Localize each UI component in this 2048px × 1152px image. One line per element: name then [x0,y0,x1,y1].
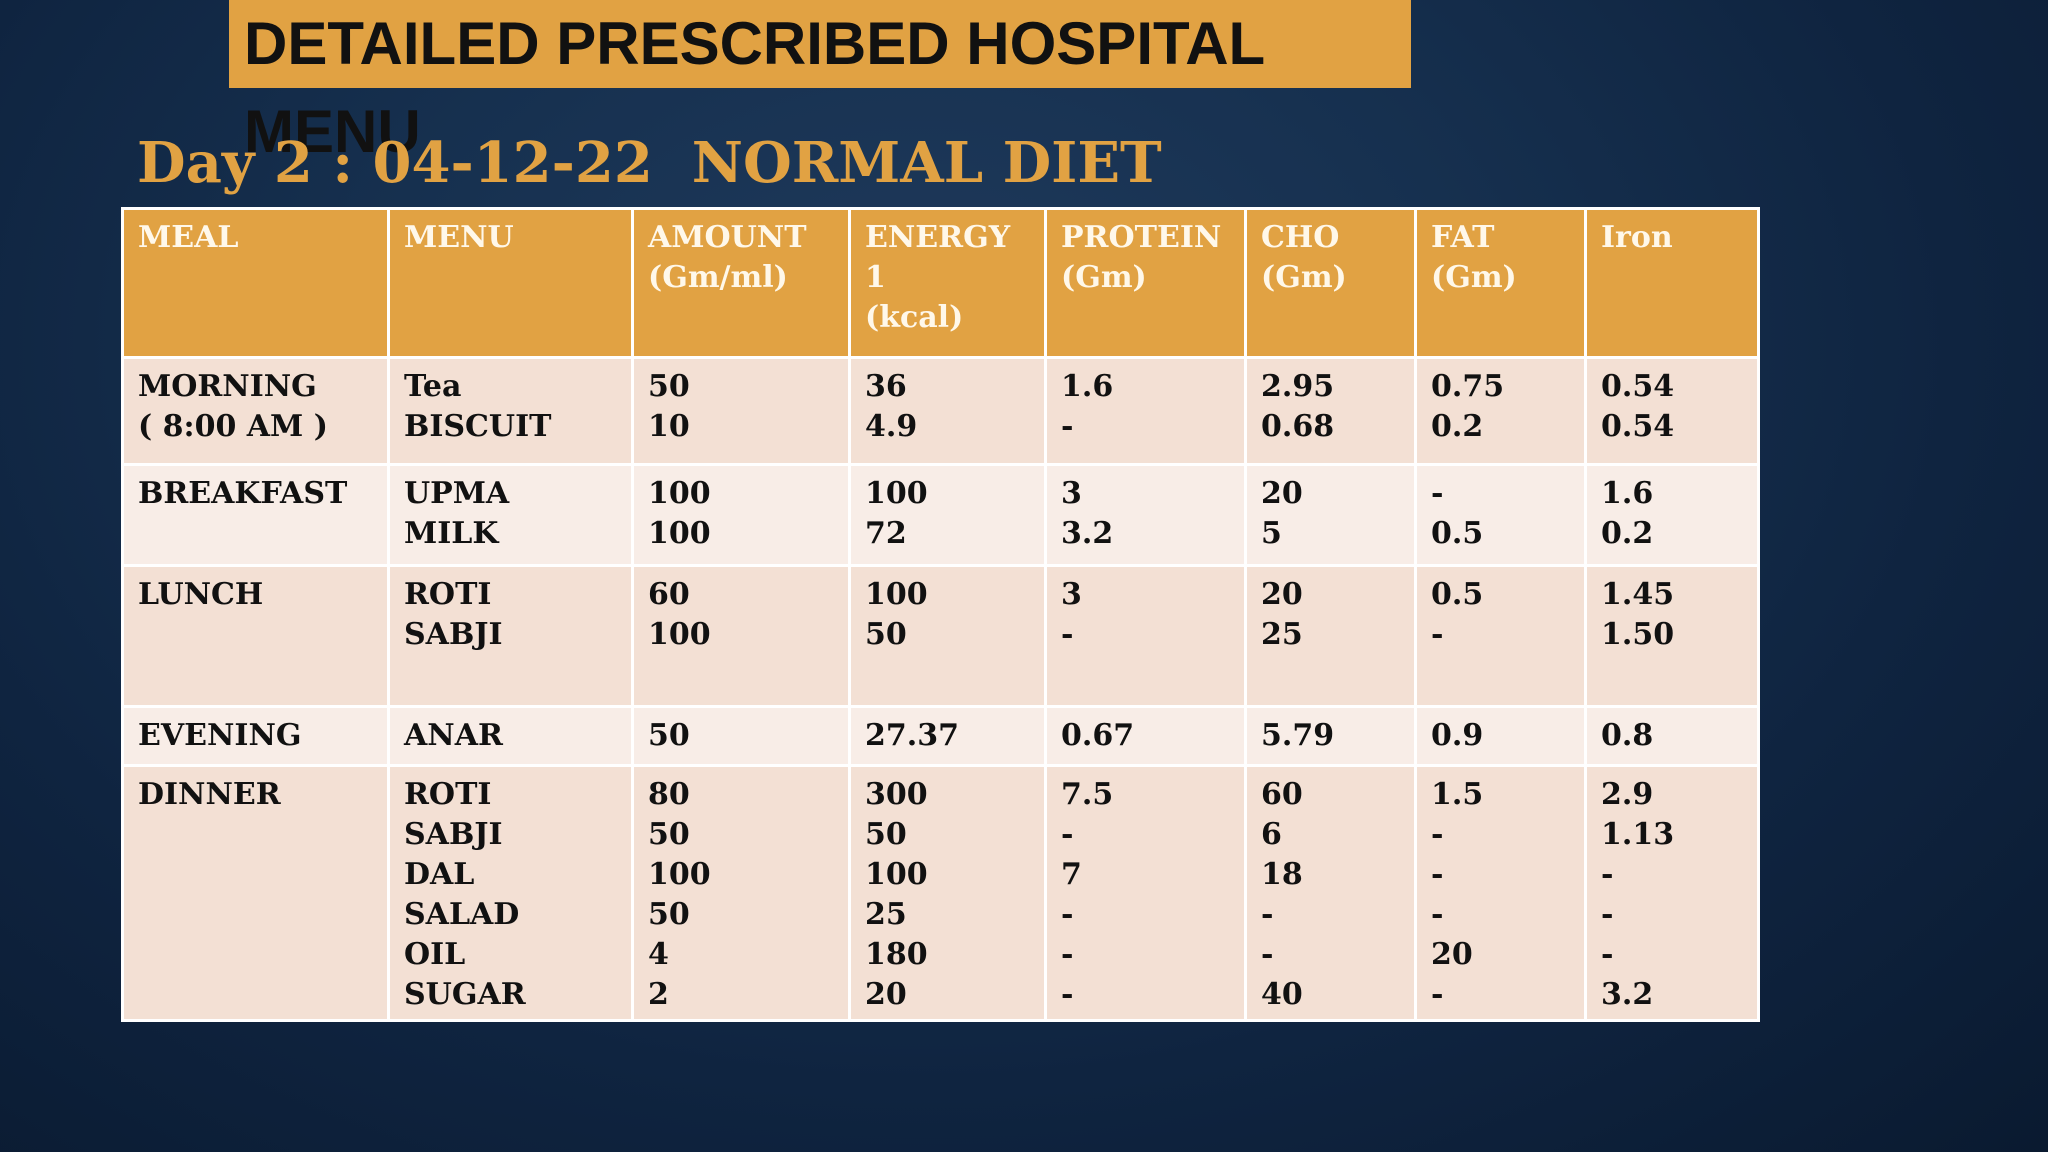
page-title: DETAILED PRESCRIBED HOSPITAL MENU [244,10,1265,165]
table-row-breakfast: BREAKFAST UPMA MILK 100 100 100 72 3 3.2… [121,463,1760,567]
cell-protein: 3 3.2 [1044,463,1247,567]
cell-cho: 20 25 [1244,564,1417,708]
table-row-morning: MORNING ( 8:00 AM ) Tea BISCUIT 50 10 36… [121,356,1760,466]
cell-iron: 1.45 1.50 [1584,564,1760,708]
header-fat: FAT (Gm) [1414,207,1587,359]
cell-energy: 27.37 [848,705,1047,767]
cell-fat: 0.5 - [1414,564,1587,708]
cell-fat: 0.75 0.2 [1414,356,1587,466]
header-amount: AMOUNT (Gm/ml) [631,207,851,359]
cell-menu: ROTI SABJI [387,564,634,708]
header-energy: ENERGY 1 (kcal) [848,207,1047,359]
cell-iron: 0.54 0.54 [1584,356,1760,466]
header-menu: MENU [387,207,634,359]
menu-table: MEAL MENU AMOUNT (Gm/ml) ENERGY 1 (kcal)… [121,207,1760,1022]
cell-menu: Tea BISCUIT [387,356,634,466]
cell-menu: ROTI SABJI DAL SALAD OIL SUGAR [387,764,634,1022]
cell-energy: 100 50 [848,564,1047,708]
cell-iron: 2.9 1.13 - - - 3.2 [1584,764,1760,1022]
cell-energy: 36 4.9 [848,356,1047,466]
cell-amount: 60 100 [631,564,851,708]
cell-meal: MORNING ( 8:00 AM ) [121,356,390,466]
cell-meal: EVENING [121,705,390,767]
cell-protein: 3 - [1044,564,1247,708]
title-banner: DETAILED PRESCRIBED HOSPITAL MENU [229,0,1411,165]
cell-amount: 50 [631,705,851,767]
cell-fat: 1.5 - - - 20 - [1414,764,1587,1022]
table-row-dinner: DINNER ROTI SABJI DAL SALAD OIL SUGAR 80… [121,764,1760,1022]
table-row-evening: EVENING ANAR 50 27.37 0.67 5.79 0.9 0.8 [121,705,1760,767]
cell-fat: 0.9 [1414,705,1587,767]
cell-fat: - 0.5 [1414,463,1587,567]
table-row-lunch: LUNCH ROTI SABJI 60 100 100 50 3 - 20 25 [121,564,1760,708]
cell-protein: 0.67 [1044,705,1247,767]
cell-amount: 80 50 100 50 4 2 [631,764,851,1022]
diet-subtitle: Day 2 : 04-12-22 NORMAL DIET [137,130,1162,196]
cell-meal: LUNCH [121,564,390,708]
cell-meal: DINNER [121,764,390,1022]
cell-energy: 100 72 [848,463,1047,567]
cell-meal: BREAKFAST [121,463,390,567]
cell-amount: 100 100 [631,463,851,567]
cell-iron: 1.6 0.2 [1584,463,1760,567]
cell-menu: ANAR [387,705,634,767]
cell-iron: 0.8 [1584,705,1760,767]
cell-energy: 300 50 100 25 180 20 [848,764,1047,1022]
header-iron: Iron [1584,207,1760,359]
cell-cho: 5.79 [1244,705,1417,767]
cell-cho: 2.95 0.68 [1244,356,1417,466]
cell-menu: UPMA MILK [387,463,634,567]
cell-cho: 20 5 [1244,463,1417,567]
header-cho: CHO (Gm) [1244,207,1417,359]
header-protein: PROTEIN (Gm) [1044,207,1247,359]
cell-protein: 7.5 - 7 - - - [1044,764,1247,1022]
cell-protein: 1.6 - [1044,356,1247,466]
header-meal: MEAL [121,207,390,359]
cell-cho: 60 6 18 - - 40 [1244,764,1417,1022]
header-row: MEAL MENU AMOUNT (Gm/ml) ENERGY 1 (kcal)… [121,207,1760,359]
cell-amount: 50 10 [631,356,851,466]
